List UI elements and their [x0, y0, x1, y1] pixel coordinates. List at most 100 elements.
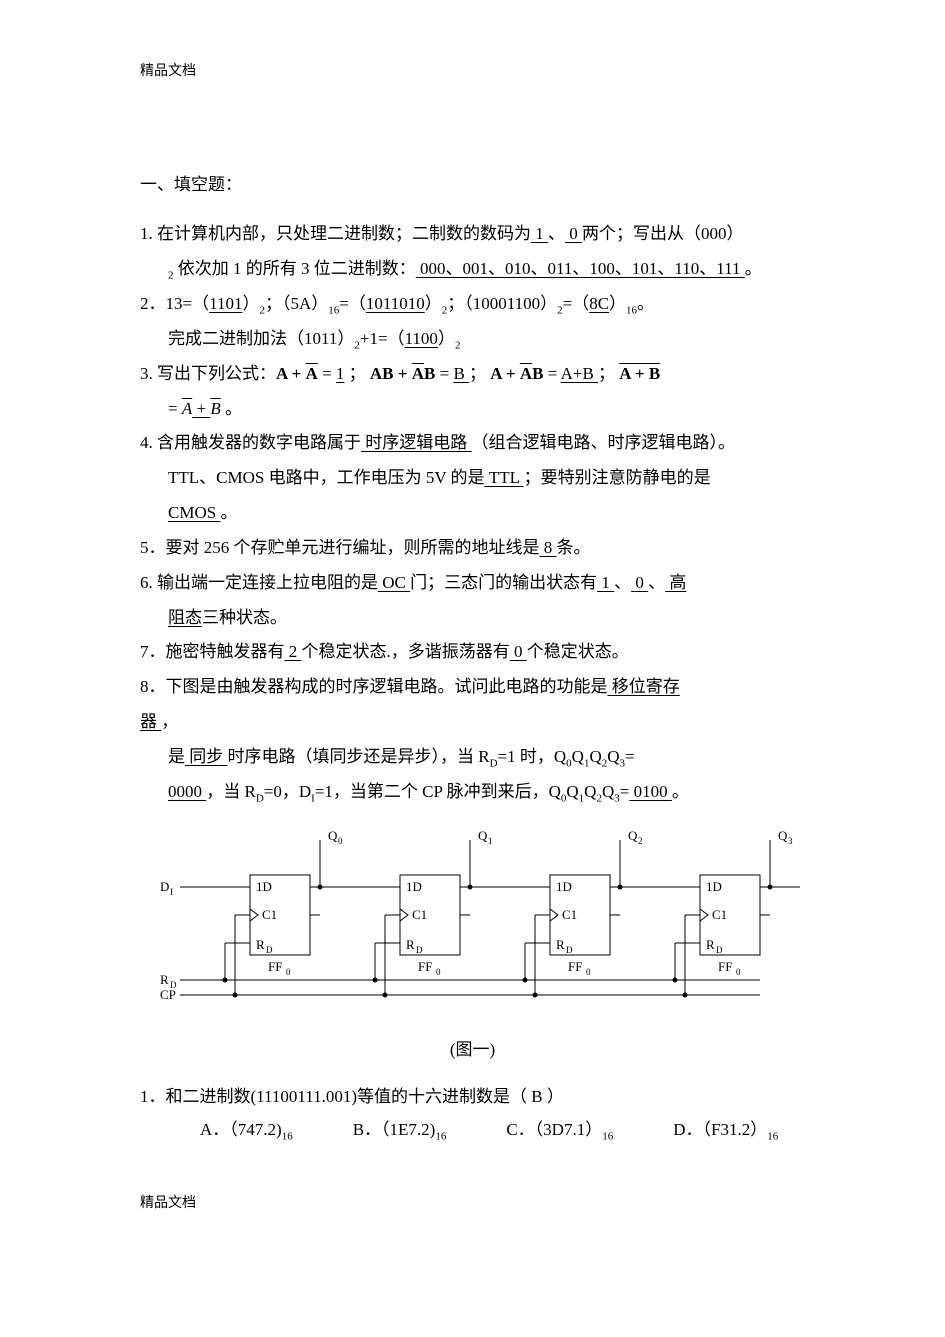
svg-text:1D: 1D: [406, 879, 422, 894]
svg-text:0: 0: [436, 967, 441, 977]
mcq1-c-sub: 16: [602, 1130, 613, 1142]
question-8: 8．下图是由触发器构成的时序逻辑电路。试问此电路的功能是 移位寄存 器 ，: [140, 670, 805, 740]
q2-m4: ）: [425, 294, 442, 313]
q4-m1: （组合逻辑电路、时序逻辑电路）。: [472, 433, 736, 452]
q3-f3a: A +: [490, 364, 520, 383]
q1-mid1: 、: [548, 224, 565, 243]
mcq1-a-text: A．（747.2): [200, 1120, 282, 1139]
q8-m3d2: Q: [602, 782, 614, 801]
q8-sD1: D: [490, 757, 498, 769]
q8-m1: ，: [161, 712, 178, 731]
q2-l2mid2: ）: [438, 329, 455, 348]
svg-text:I: I: [170, 887, 173, 897]
page-header: 精品文档: [140, 60, 805, 80]
q8-l2pre: 是: [168, 747, 185, 766]
q8-m6: =1，当第二个 CP 脉冲到来后，Q: [315, 782, 561, 801]
svg-text:R: R: [706, 937, 715, 952]
svg-text:FF: FF: [568, 959, 582, 974]
q8-m3b2: Q: [566, 782, 578, 801]
q8-sD2: D: [256, 792, 264, 804]
q3-f2c: B: [424, 364, 435, 383]
q1-mid2: 两个；写出从（000）: [582, 224, 744, 243]
svg-text:R: R: [406, 937, 415, 952]
q8-b4: 0100: [629, 782, 672, 801]
q8-b2: 同步: [185, 747, 228, 766]
q2-b1: 1101: [209, 294, 242, 313]
svg-text:3: 3: [788, 836, 793, 846]
mcq1-b-sub: 16: [435, 1130, 446, 1142]
q6-m2: 、: [614, 573, 631, 592]
q6-b3: 0: [631, 573, 648, 592]
q4-b3: CMOS: [168, 503, 220, 522]
q6-end: 三种状态。: [202, 608, 287, 627]
q2-line2: 完成二进制加法（1011）2+1=（1100）2: [140, 329, 460, 348]
q3-sep3: ；: [598, 364, 619, 383]
q3-f3c: B: [532, 364, 543, 383]
mcq-1: 1．和二进制数(11100111.001)等值的十六进制数是（ B ）: [140, 1080, 805, 1115]
svg-text:2: 2: [638, 836, 643, 846]
mcq1-opt-d: D．（F31.2）16: [673, 1115, 778, 1142]
q6-m1: 门；三态门的输出状态有: [410, 573, 597, 592]
q3-pre: 3. 写出下列公式：: [140, 364, 276, 383]
q3-l2ans: A + B: [182, 399, 221, 418]
q7-m1: 个稳定状态.，多谐振荡器有: [302, 642, 510, 661]
q8-m7: =: [620, 782, 630, 801]
svg-text:D: D: [416, 945, 423, 955]
q2-b3: 8C: [589, 294, 609, 313]
q3-sep1: ；: [344, 364, 370, 383]
q6-b4: 高: [665, 573, 686, 592]
q6-l2b: 阻态: [168, 608, 202, 627]
q2-l2b: 1100: [405, 329, 438, 348]
q8-m3b: Q: [572, 747, 584, 766]
q2-m5: ；（10001100）: [447, 294, 557, 313]
svg-text:0: 0: [286, 967, 291, 977]
svg-text:FF: FF: [268, 959, 282, 974]
q1-blank3: 000、001、010、011、100、101、110、111: [416, 259, 745, 278]
q3-eq2: =: [435, 364, 453, 383]
q8-pre: 8．下图是由触发器构成的时序逻辑电路。试问此电路的功能是: [140, 677, 608, 696]
question-3: 3. 写出下列公式：A + A = 1 ； AB + AB = B ； A + …: [140, 357, 805, 427]
q8-m3: =1 时，Q: [498, 747, 567, 766]
q3-l2plus: +: [192, 399, 210, 418]
q2-m1: ）: [242, 294, 259, 313]
q6-b1: OC: [378, 573, 410, 592]
svg-text:1D: 1D: [706, 879, 722, 894]
q4-b1: 时序逻辑电路: [361, 433, 472, 452]
q8-end: 。: [672, 782, 689, 801]
q8-m3d: Q: [607, 747, 619, 766]
q5-pre: 5．要对 256 个存贮单元进行编址，则所需的地址线是: [140, 538, 540, 557]
q2-pre: 2．13=（: [140, 294, 209, 313]
q4-line2: TTL、CMOS 电路中，工作电压为 5V 的是 TTL ；要特别注意防静电的是: [140, 468, 711, 487]
q4-b2: TTL: [485, 468, 524, 487]
q3-f2b: A: [412, 357, 424, 392]
svg-text:1: 1: [488, 836, 493, 846]
svg-text:R: R: [256, 937, 265, 952]
q2-s2: 16: [328, 304, 339, 316]
q3-f2a: AB: [370, 364, 394, 383]
question-2: 2．13=（1101）2；（5A）16=（1011010）2；（10001100…: [140, 287, 805, 357]
svg-text:D: D: [266, 945, 273, 955]
svg-text:1D: 1D: [256, 879, 272, 894]
q7-b1: 2: [285, 642, 302, 661]
q3-end: 。: [221, 399, 242, 418]
q2-l2s2: 2: [455, 339, 461, 351]
q1-blank2: 0: [565, 224, 582, 243]
q3-eq3: =: [543, 364, 560, 383]
q3-l2eq: =: [168, 399, 182, 418]
q6-line2: 阻态三种状态。: [140, 608, 287, 627]
mcq1-a-sub: 16: [282, 1130, 293, 1142]
q3-eq1: =: [318, 364, 336, 383]
section-title: 一、填空题：: [140, 170, 805, 195]
mcq-1-options: A．（747.2)16 B．（1E7.2)16 C．（3D7.1）16 D．（F…: [140, 1115, 805, 1142]
question-6: 6. 输出端一定连接上拉电阻的是 OC 门；三态门的输出状态有 1 、 0 、 …: [140, 566, 805, 636]
q8-l1b: 器: [140, 712, 161, 731]
svg-text:CP: CP: [160, 987, 176, 1002]
page-footer: 精品文档: [140, 1192, 805, 1212]
q8-m5b: =0，D: [264, 782, 311, 801]
svg-text:Q: Q: [628, 828, 638, 843]
q2-end: 。: [637, 294, 654, 313]
q8-m4: =: [625, 747, 635, 766]
mcq1-opt-b: B．（1E7.2)16: [353, 1115, 447, 1142]
svg-text:Q: Q: [328, 828, 338, 843]
svg-text:C1: C1: [262, 907, 277, 922]
